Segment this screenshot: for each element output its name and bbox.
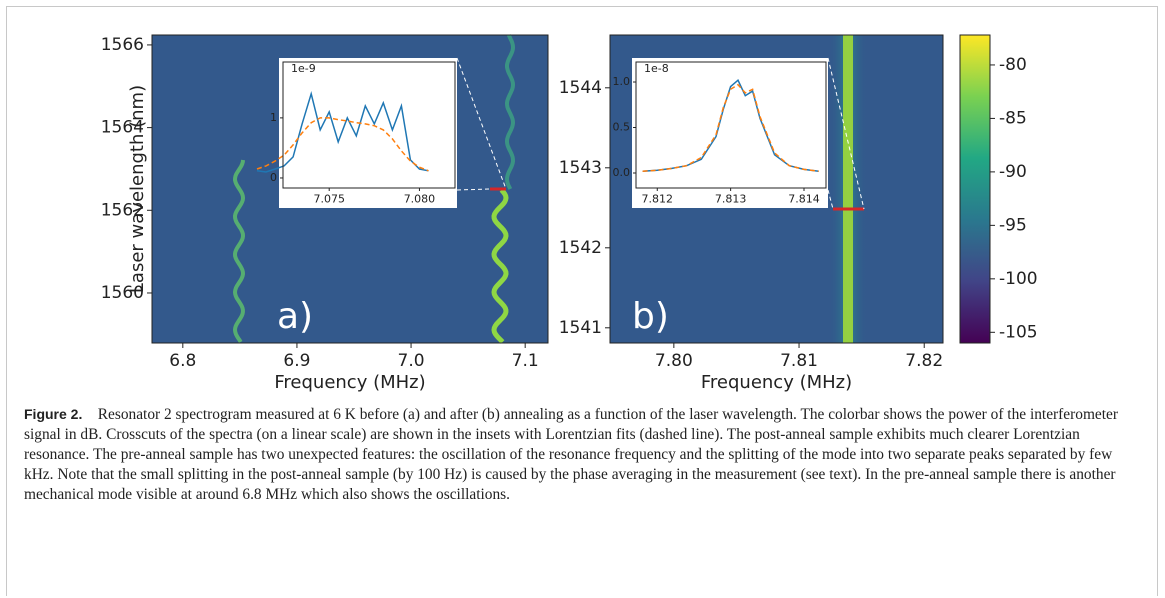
caption: Figure 2. Resonator 2 spectrogram measur… (24, 404, 1144, 505)
y-tick-label: 1 (270, 111, 277, 124)
colorbar-tick-label: -100 (999, 269, 1038, 289)
y-tick-label: 1544 (559, 78, 602, 98)
y-tick-label: 1560 (101, 283, 144, 303)
y-tick-label: 0 (270, 171, 277, 184)
y-tick-label: 1541 (559, 318, 602, 338)
x-tick-label: 7.814 (788, 192, 820, 205)
x-tick-label: 7.075 (313, 192, 345, 205)
y-tick-label: 1543 (559, 158, 602, 178)
panel-label: b) (632, 296, 669, 337)
x-tick-label: 6.8 (169, 351, 196, 371)
mechanical-mode (491, 188, 509, 344)
x-tick-label: 7.82 (905, 351, 943, 371)
connector (827, 189, 834, 210)
y-tick-label: 1564 (101, 118, 144, 138)
x-tick-label: 7.0 (398, 351, 425, 371)
mechanical-mode (504, 34, 516, 190)
x-tick-label: 7.1 (512, 351, 539, 371)
x-tick-label: 7.80 (655, 351, 693, 371)
resonance (843, 35, 853, 343)
axes-frame (151, 34, 549, 344)
caption-label: Figure 2. (24, 406, 83, 422)
inset-frame (635, 61, 827, 189)
inset-line (256, 117, 429, 172)
x-tick-label: 7.81 (780, 351, 818, 371)
inset-background (632, 58, 828, 208)
y-axis-label: Laser wavelength (nm) (127, 85, 148, 293)
figure-frame (6, 6, 1158, 596)
x-tick-label: 7.812 (642, 192, 674, 205)
connector (456, 57, 507, 190)
colorbar-tick-label: -95 (999, 215, 1027, 235)
figure: 6.8 6.9 7.0 7.1 1560 1562 1564 1566 Frequency (M… (101, 34, 1038, 393)
connector (827, 57, 865, 210)
panel-label: a) (277, 296, 313, 337)
x-tick-label: 7.080 (404, 192, 436, 205)
inset-background (279, 58, 457, 208)
x-tick-label: 6.9 (283, 351, 310, 371)
connector (456, 188, 491, 191)
inset-line (642, 83, 819, 172)
y-tick-label: 1566 (101, 35, 144, 55)
colorbar-tick-label: -90 (999, 162, 1027, 182)
x-axis-label: Frequency (MHz) (701, 372, 852, 393)
inset-frame (282, 61, 456, 189)
colorbar-tick-label: -80 (999, 55, 1027, 75)
mechanical-mode (232, 159, 246, 344)
inset-scale-label: 1e-9 (291, 62, 316, 75)
y-tick-label: 0.5 (613, 121, 631, 134)
y-tick-label: 1562 (101, 200, 144, 220)
y-tick-label: 1542 (559, 238, 602, 258)
axes-frame (609, 34, 944, 344)
colorbar-tick-label: -85 (999, 108, 1027, 128)
y-tick-label: 0.0 (613, 166, 631, 179)
y-tick-label: 1.0 (613, 75, 631, 88)
inset-line (256, 90, 429, 173)
x-tick-label: 7.813 (715, 192, 747, 205)
caption-text: Resonator 2 spectrogram measured at 6 K … (24, 406, 1118, 503)
colorbar (959, 34, 991, 344)
colorbar-tick-label: -105 (999, 322, 1038, 342)
inset-scale-label: 1e-8 (644, 62, 669, 75)
x-axis-label: Frequency (MHz) (274, 372, 425, 393)
